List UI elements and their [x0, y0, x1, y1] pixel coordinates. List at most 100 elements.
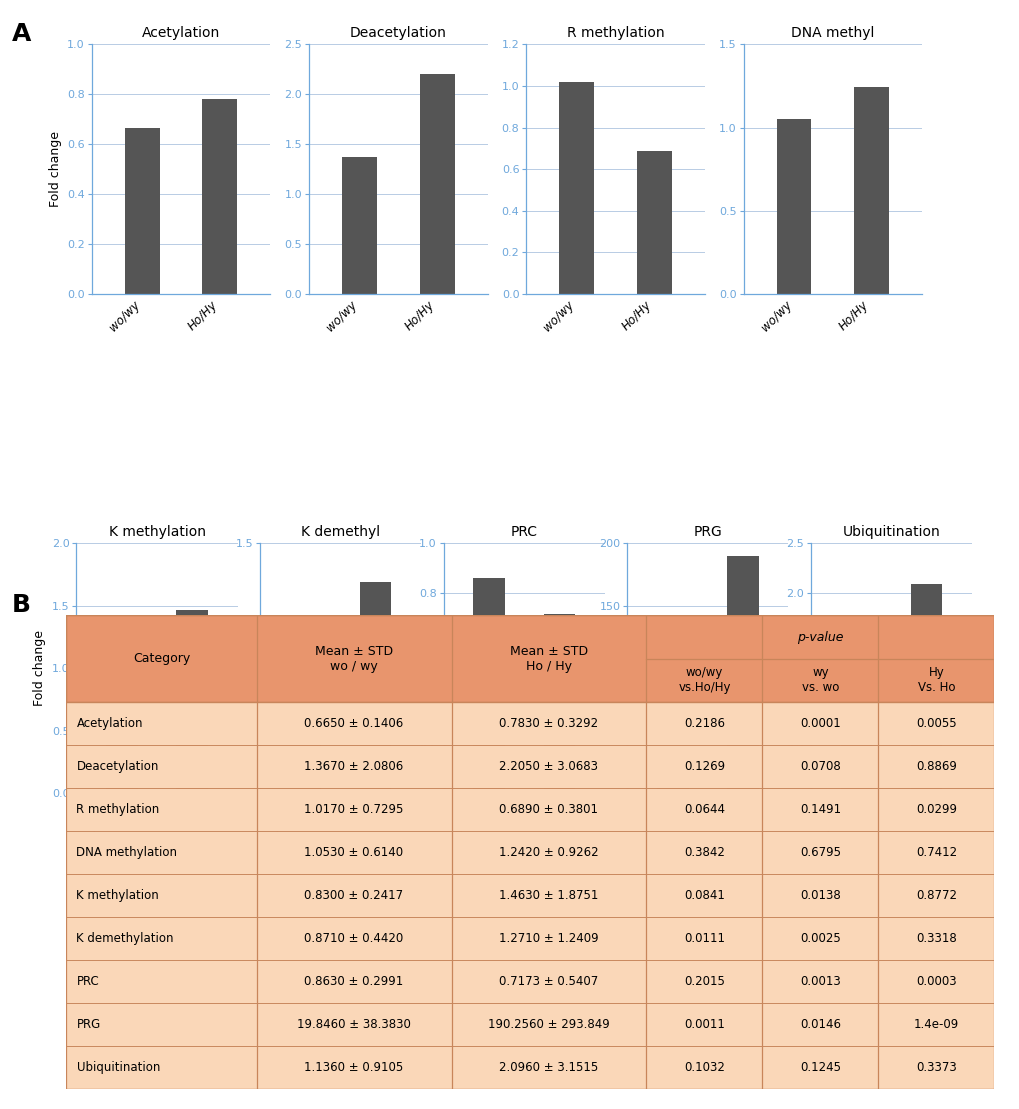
Text: 0.1491: 0.1491 — [799, 803, 841, 816]
FancyBboxPatch shape — [66, 874, 994, 917]
Y-axis label: Fold change: Fold change — [34, 630, 46, 706]
Text: Category: Category — [132, 652, 190, 665]
Text: 1.0170 ± 0.7295: 1.0170 ± 0.7295 — [304, 803, 404, 816]
Bar — [853, 88, 889, 294]
Text: 0.6650 ± 0.1406: 0.6650 ± 0.1406 — [304, 716, 404, 730]
Text: 0.0111: 0.0111 — [684, 932, 725, 945]
Bar — [289, 648, 321, 793]
Bar — [341, 157, 377, 294]
Text: 1.0530 ± 0.6140: 1.0530 ± 0.6140 — [305, 846, 404, 858]
Text: 19.8460 ± 38.3830: 19.8460 ± 38.3830 — [297, 1018, 411, 1031]
Text: 0.0841: 0.0841 — [684, 888, 725, 902]
Title: R methylation: R methylation — [567, 27, 663, 40]
Text: Deacetylation: Deacetylation — [76, 760, 159, 773]
Title: K demethyl: K demethyl — [301, 526, 380, 539]
Bar — [656, 769, 688, 793]
Title: PRC: PRC — [511, 526, 537, 539]
Y-axis label: Fold change: Fold change — [49, 131, 61, 207]
Text: 1.4630 ± 1.8751: 1.4630 ± 1.8751 — [498, 888, 598, 902]
Text: p-value: p-value — [797, 631, 843, 643]
Text: 0.3373: 0.3373 — [915, 1061, 956, 1074]
Text: 0.6890 ± 0.3801: 0.6890 ± 0.3801 — [499, 803, 598, 816]
FancyBboxPatch shape — [66, 1003, 994, 1046]
Text: PRG: PRG — [76, 1018, 101, 1031]
Title: Ubiquitination: Ubiquitination — [842, 526, 940, 539]
Text: 0.0644: 0.0644 — [684, 803, 725, 816]
Bar — [910, 583, 942, 793]
FancyBboxPatch shape — [66, 615, 994, 702]
Text: 0.0055: 0.0055 — [915, 716, 956, 730]
FancyBboxPatch shape — [66, 831, 994, 874]
Bar — [124, 128, 160, 294]
Text: 0.0001: 0.0001 — [799, 716, 840, 730]
FancyBboxPatch shape — [66, 1046, 994, 1089]
Text: B: B — [12, 593, 32, 618]
Title: DNA methyl: DNA methyl — [791, 27, 873, 40]
Text: Mean ± STD
Ho / Hy: Mean ± STD Ho / Hy — [510, 644, 587, 672]
Text: 0.3842: 0.3842 — [684, 846, 725, 858]
FancyBboxPatch shape — [66, 744, 994, 787]
Bar — [775, 119, 811, 294]
Title: PRG: PRG — [693, 526, 721, 539]
Text: 0.7412: 0.7412 — [915, 846, 956, 858]
Text: 1.1360 ± 0.9105: 1.1360 ± 0.9105 — [304, 1061, 404, 1074]
Text: 2.0960 ± 3.1515: 2.0960 ± 3.1515 — [499, 1061, 598, 1074]
Text: Mean ± STD
wo / wy: Mean ± STD wo / wy — [315, 644, 392, 672]
Bar — [840, 680, 871, 793]
Bar — [558, 82, 594, 294]
Text: 0.0299: 0.0299 — [915, 803, 956, 816]
Bar — [419, 74, 454, 294]
Text: 0.1032: 0.1032 — [684, 1061, 725, 1074]
FancyBboxPatch shape — [66, 917, 994, 960]
Bar — [360, 581, 391, 793]
Text: 0.0708: 0.0708 — [799, 760, 840, 773]
Text: 0.0013: 0.0013 — [799, 975, 840, 988]
Bar — [636, 151, 672, 294]
Text: PRC: PRC — [76, 975, 99, 988]
Text: 0.8772: 0.8772 — [915, 888, 956, 902]
Text: K demethylation: K demethylation — [76, 932, 174, 945]
Text: wy
vs. wo: wy vs. wo — [801, 667, 839, 694]
Text: R methylation: R methylation — [76, 803, 160, 816]
Text: 0.2015: 0.2015 — [684, 975, 725, 988]
Text: 0.8300 ± 0.2417: 0.8300 ± 0.2417 — [305, 888, 404, 902]
Text: 190.2560 ± 293.849: 190.2560 ± 293.849 — [488, 1018, 609, 1031]
Text: A: A — [12, 22, 32, 47]
Text: 0.0003: 0.0003 — [915, 975, 956, 988]
Text: 0.7830 ± 0.3292: 0.7830 ± 0.3292 — [499, 716, 598, 730]
Text: 0.8710 ± 0.4420: 0.8710 ± 0.4420 — [304, 932, 404, 945]
FancyBboxPatch shape — [66, 960, 994, 1003]
Bar — [202, 99, 237, 294]
Text: 2.2050 ± 3.0683: 2.2050 ± 3.0683 — [499, 760, 598, 773]
Title: Deacetylation: Deacetylation — [350, 27, 446, 40]
Title: K methylation: K methylation — [108, 526, 206, 539]
Bar — [106, 690, 138, 793]
Text: wo/wy
vs.Ho/Hy: wo/wy vs.Ho/Hy — [678, 667, 730, 694]
Text: K methylation: K methylation — [76, 888, 159, 902]
Text: 1.2420 ± 0.9262: 1.2420 ± 0.9262 — [498, 846, 598, 858]
Bar — [473, 578, 504, 793]
Text: Ubiquitination: Ubiquitination — [76, 1061, 160, 1074]
Text: 0.0011: 0.0011 — [684, 1018, 725, 1031]
Text: 0.3318: 0.3318 — [915, 932, 956, 945]
Text: 1.2710 ± 1.2409: 1.2710 ± 1.2409 — [498, 932, 598, 945]
Text: Acetylation: Acetylation — [76, 716, 143, 730]
Text: 0.8630 ± 0.2991: 0.8630 ± 0.2991 — [304, 975, 404, 988]
Text: 0.6795: 0.6795 — [799, 846, 840, 858]
Text: 1.3670 ± 2.0806: 1.3670 ± 2.0806 — [304, 760, 404, 773]
Text: Hy
Vs. Ho: Hy Vs. Ho — [917, 667, 955, 694]
Bar — [727, 556, 758, 793]
Text: 0.0138: 0.0138 — [799, 888, 840, 902]
Text: 0.7173 ± 0.5407: 0.7173 ± 0.5407 — [499, 975, 598, 988]
Text: 0.0025: 0.0025 — [799, 932, 840, 945]
Text: DNA methylation: DNA methylation — [76, 846, 177, 858]
FancyBboxPatch shape — [66, 702, 994, 744]
Text: 0.8869: 0.8869 — [915, 760, 956, 773]
Bar — [543, 614, 575, 793]
Text: 0.0146: 0.0146 — [799, 1018, 840, 1031]
Title: Acetylation: Acetylation — [142, 27, 220, 40]
Text: 0.1245: 0.1245 — [799, 1061, 840, 1074]
Text: 0.1269: 0.1269 — [683, 760, 725, 773]
FancyBboxPatch shape — [66, 787, 994, 831]
Text: 1.4e-09: 1.4e-09 — [913, 1018, 958, 1031]
